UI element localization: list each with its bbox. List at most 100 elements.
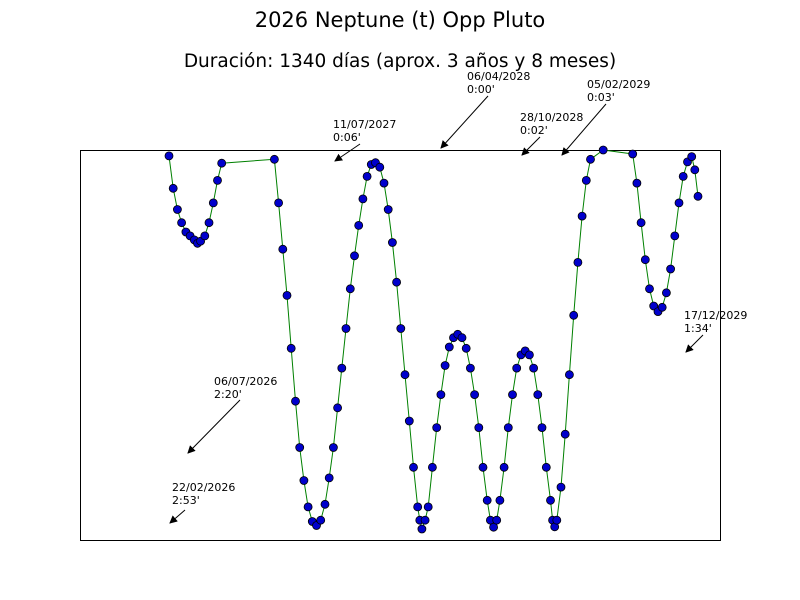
data-point — [324, 473, 334, 483]
annotation-value: 1:34' — [684, 322, 712, 335]
data-point — [508, 390, 517, 400]
data-point — [333, 403, 343, 413]
annotation-value: 0:02' — [520, 124, 548, 137]
data-point — [350, 251, 359, 261]
data-point — [172, 205, 182, 214]
data-point — [358, 194, 368, 204]
data-point — [291, 396, 300, 406]
data-point — [200, 231, 210, 241]
data-point — [640, 255, 650, 265]
data-point — [303, 502, 313, 512]
data-point — [499, 462, 509, 472]
annotation-date: 06/04/2028 — [467, 70, 530, 83]
data-point — [354, 220, 364, 230]
data-point — [299, 476, 309, 485]
data-point — [693, 191, 703, 201]
data-point — [598, 145, 608, 155]
data-point — [552, 515, 562, 525]
data-point — [525, 350, 534, 360]
data-point — [512, 363, 522, 373]
data-point — [573, 257, 583, 267]
series-line — [168, 149, 699, 531]
data-point — [404, 416, 414, 426]
data-point — [461, 343, 471, 353]
data-point — [375, 162, 385, 172]
data-point — [204, 218, 214, 228]
data-point — [345, 284, 355, 294]
annotation-date: 22/02/2026 — [172, 481, 235, 494]
data-point — [295, 443, 305, 452]
data-point — [674, 198, 684, 208]
data-point — [420, 515, 430, 525]
data-point — [632, 178, 642, 188]
annotation-value: 0:00' — [467, 83, 495, 96]
data-point — [392, 277, 402, 287]
annotation-arrow — [685, 334, 704, 353]
data-point — [457, 333, 467, 343]
data-point — [533, 390, 543, 400]
annotation-arrow — [440, 95, 489, 149]
data-point — [282, 290, 292, 300]
data-point — [320, 499, 330, 509]
annotation-date: 28/10/2028 — [520, 111, 583, 124]
data-point — [213, 175, 222, 185]
data-point — [687, 152, 697, 162]
data-point — [636, 218, 646, 228]
data-point — [560, 429, 570, 439]
marker-layer — [164, 145, 703, 534]
data-point — [645, 284, 654, 294]
annotation-date: 06/07/2026 — [214, 375, 277, 388]
data-point — [217, 158, 227, 168]
data-point — [286, 343, 296, 353]
data-point — [556, 482, 566, 492]
data-point — [316, 515, 326, 525]
annotation-date: 05/02/2029 — [587, 78, 650, 91]
data-point — [495, 495, 505, 505]
data-point — [577, 211, 587, 221]
annotation-date: 17/12/2029 — [684, 309, 747, 322]
data-point — [387, 238, 397, 247]
data-point — [379, 178, 389, 188]
data-point — [478, 462, 488, 472]
data-point — [423, 502, 433, 512]
data-point — [586, 154, 595, 164]
annotation-value: 2:53' — [172, 494, 200, 507]
data-point — [474, 423, 484, 433]
data-point — [341, 324, 351, 333]
annotation-value: 0:06' — [333, 131, 361, 144]
data-point — [541, 462, 551, 472]
data-point — [666, 264, 675, 274]
data-point — [503, 423, 513, 433]
data-point — [492, 515, 502, 525]
data-point — [678, 171, 688, 181]
data-point — [164, 151, 174, 161]
annotation-value: 2:20' — [214, 388, 242, 401]
data-point — [383, 205, 393, 214]
chart-subtitle: Duración: 1340 días (aprox. 3 años y 8 m… — [183, 51, 617, 72]
data-point — [269, 154, 279, 164]
annotation-value: 0:03' — [587, 91, 615, 104]
data-point — [274, 198, 284, 208]
data-point — [440, 361, 450, 370]
annotation-arrow — [521, 136, 541, 156]
data-point — [436, 390, 446, 400]
data-point — [362, 171, 372, 181]
data-point — [690, 165, 700, 175]
data-point — [628, 149, 638, 159]
series-layer — [168, 149, 699, 531]
data-point — [465, 363, 475, 373]
data-point — [432, 423, 442, 433]
data-point — [427, 462, 437, 472]
data-point — [670, 231, 680, 241]
data-point — [470, 390, 480, 400]
data-point — [537, 423, 547, 433]
data-point — [662, 288, 671, 298]
